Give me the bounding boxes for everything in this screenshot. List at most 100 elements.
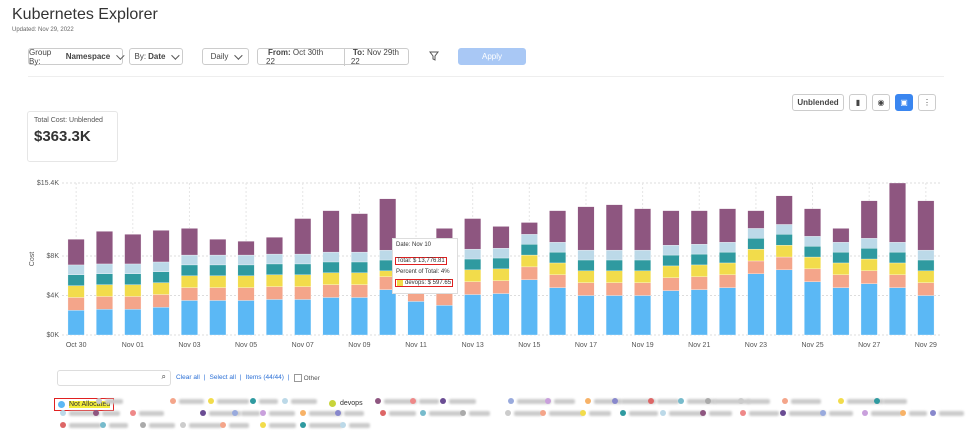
legend-dot xyxy=(100,422,106,428)
legend-item[interactable] xyxy=(782,398,821,404)
legend-item[interactable] xyxy=(580,410,611,416)
legend-label-blurred xyxy=(217,398,249,404)
legend-item[interactable] xyxy=(300,410,342,416)
bar-segment xyxy=(266,299,283,336)
legend-item[interactable] xyxy=(340,422,370,428)
bar-segment xyxy=(577,206,595,251)
legend-item[interactable] xyxy=(200,410,241,416)
legend-item[interactable] xyxy=(540,410,584,416)
bar-segment xyxy=(917,249,935,261)
bar-segment xyxy=(379,289,397,336)
bar-segment xyxy=(719,251,736,264)
legend-item[interactable] xyxy=(300,422,343,428)
legend-item[interactable] xyxy=(930,410,964,416)
legend-dot xyxy=(540,410,546,416)
page-title: Kubernetes Explorer xyxy=(12,6,158,23)
legend-dot xyxy=(300,410,306,416)
cost-type-button[interactable]: Unblended xyxy=(792,94,844,111)
legend-item[interactable] xyxy=(838,398,884,404)
legend-item[interactable] xyxy=(380,410,416,416)
legend-item[interactable] xyxy=(93,410,120,416)
bar-segment xyxy=(775,195,793,225)
bar-segment xyxy=(549,262,567,275)
legend-item[interactable] xyxy=(460,410,490,416)
legend-dot xyxy=(678,398,684,404)
select-all[interactable]: Select all xyxy=(209,374,236,381)
legend-item[interactable] xyxy=(678,398,716,404)
legend-label-blurred xyxy=(939,410,964,416)
legend-item[interactable] xyxy=(232,410,260,416)
date-range[interactable]: From: Oct 30th 22 To: Nov 29th 22 xyxy=(257,47,409,66)
legend-item[interactable] xyxy=(100,422,128,428)
legend-label-blurred xyxy=(594,398,622,404)
legend-label-blurred xyxy=(669,410,705,416)
bar-segment xyxy=(662,265,680,278)
legend-item[interactable] xyxy=(440,398,476,404)
legend-item[interactable] xyxy=(505,410,542,416)
legend-item[interactable] xyxy=(130,410,164,416)
view-button[interactable]: ◉ xyxy=(872,94,890,111)
legend-item[interactable]: devops xyxy=(329,400,363,407)
legend-item[interactable] xyxy=(260,422,296,428)
bar-chart-button[interactable]: ▮ xyxy=(849,94,867,111)
legend-item[interactable] xyxy=(705,398,750,404)
other-toggle[interactable]: Other xyxy=(293,374,320,382)
bar-segment xyxy=(804,236,821,247)
legend-item[interactable] xyxy=(260,410,295,416)
legend-item[interactable] xyxy=(545,398,575,404)
legend-item[interactable] xyxy=(60,422,101,428)
apply-button[interactable]: Apply xyxy=(458,48,526,65)
save-button[interactable]: ▣ xyxy=(895,94,913,111)
x-tick-label: Nov 05 xyxy=(235,342,257,349)
legend-item[interactable] xyxy=(375,398,417,404)
search-box[interactable]: ⌕ xyxy=(57,370,171,386)
legend-item[interactable] xyxy=(700,410,732,416)
legend-item[interactable] xyxy=(620,410,658,416)
legend-item[interactable] xyxy=(900,410,927,416)
from: From: xyxy=(268,47,291,57)
legend-item[interactable] xyxy=(170,398,204,404)
legend-label-blurred xyxy=(554,398,575,404)
bar-segment xyxy=(322,297,340,336)
legend-item[interactable] xyxy=(862,410,902,416)
by-dropdown[interactable]: By: Date xyxy=(129,48,183,65)
clear-all[interactable]: Clear all xyxy=(176,374,200,381)
bar-segment xyxy=(577,259,595,271)
bar-segment xyxy=(294,263,312,275)
bar-segment xyxy=(520,266,538,280)
group-by-dropdown[interactable]: Group By: Namespace xyxy=(28,48,125,66)
more-button[interactable]: ⋮ xyxy=(918,94,936,111)
bar-segment xyxy=(804,208,821,237)
legend-item[interactable] xyxy=(140,422,175,428)
legend-item[interactable] xyxy=(282,398,317,404)
bar-segment xyxy=(690,244,708,255)
legend-label-blurred xyxy=(709,410,732,416)
bar-segment xyxy=(775,256,793,271)
interval-dropdown[interactable]: Daily xyxy=(202,48,249,65)
legend-item[interactable] xyxy=(780,410,826,416)
legend-item[interactable] xyxy=(410,398,439,404)
legend-label-blurred xyxy=(657,398,679,404)
legend-item[interactable] xyxy=(60,410,100,416)
legend-item[interactable] xyxy=(208,398,249,404)
bar-segment xyxy=(237,300,255,336)
bar-segment xyxy=(605,282,623,296)
legend-item[interactable] xyxy=(180,422,222,428)
legend-item[interactable] xyxy=(250,398,278,404)
legend-item[interactable] xyxy=(220,422,249,428)
bar-segment xyxy=(237,254,255,266)
legend-item[interactable] xyxy=(648,398,679,404)
legend-item[interactable] xyxy=(612,398,656,404)
legend-item[interactable] xyxy=(740,410,779,416)
legend-item[interactable] xyxy=(96,398,123,404)
legend-item[interactable] xyxy=(420,410,463,416)
legend-item[interactable] xyxy=(874,398,907,404)
legend-item[interactable] xyxy=(820,410,853,416)
legend-item[interactable] xyxy=(660,410,705,416)
items-count[interactable]: Items (44/44) xyxy=(245,374,284,381)
filter-icon[interactable] xyxy=(429,51,439,61)
legend-item[interactable] xyxy=(508,398,551,404)
legend-item[interactable] xyxy=(335,410,364,416)
legend-item[interactable] xyxy=(738,398,770,404)
legend-item[interactable] xyxy=(585,398,622,404)
